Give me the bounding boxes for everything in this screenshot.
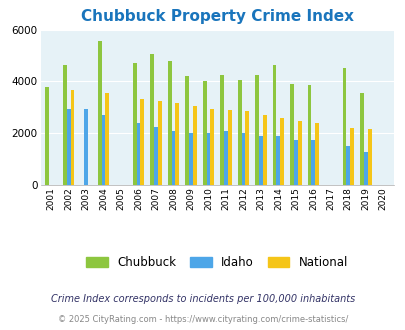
- Bar: [220, 75, 224, 185]
- Bar: [202, 82, 206, 185]
- Bar: [140, 100, 144, 185]
- Bar: [276, 136, 279, 185]
- Bar: [185, 76, 189, 185]
- Bar: [84, 109, 88, 185]
- Bar: [158, 101, 161, 185]
- Bar: [297, 121, 301, 185]
- Text: © 2025 CityRating.com - https://www.cityrating.com/crime-statistics/: © 2025 CityRating.com - https://www.city…: [58, 315, 347, 324]
- Bar: [293, 140, 297, 185]
- Bar: [307, 85, 311, 185]
- Bar: [345, 146, 350, 185]
- Bar: [66, 109, 70, 185]
- Bar: [154, 127, 158, 185]
- Bar: [350, 128, 353, 185]
- Bar: [279, 117, 284, 185]
- Bar: [189, 133, 192, 185]
- Bar: [262, 115, 266, 185]
- Bar: [272, 65, 276, 185]
- Bar: [63, 65, 66, 185]
- Bar: [254, 75, 258, 185]
- Title: Chubbuck Property Crime Index: Chubbuck Property Crime Index: [81, 9, 353, 24]
- Bar: [290, 84, 293, 185]
- Bar: [45, 86, 49, 185]
- Bar: [224, 131, 227, 185]
- Bar: [363, 152, 367, 185]
- Bar: [150, 54, 154, 185]
- Bar: [241, 133, 245, 185]
- Bar: [171, 131, 175, 185]
- Bar: [210, 109, 214, 185]
- Bar: [136, 123, 140, 185]
- Bar: [167, 61, 171, 185]
- Bar: [359, 93, 363, 185]
- Bar: [237, 80, 241, 185]
- Bar: [192, 106, 196, 185]
- Bar: [258, 136, 262, 185]
- Bar: [70, 90, 74, 185]
- Bar: [245, 111, 249, 185]
- Legend: Chubbuck, Idaho, National: Chubbuck, Idaho, National: [86, 256, 347, 269]
- Bar: [132, 63, 136, 185]
- Bar: [227, 110, 231, 185]
- Bar: [98, 41, 101, 185]
- Bar: [342, 69, 345, 185]
- Bar: [175, 103, 179, 185]
- Bar: [105, 93, 109, 185]
- Text: Crime Index corresponds to incidents per 100,000 inhabitants: Crime Index corresponds to incidents per…: [51, 294, 354, 304]
- Bar: [367, 129, 371, 185]
- Bar: [206, 133, 210, 185]
- Bar: [101, 115, 105, 185]
- Bar: [311, 140, 315, 185]
- Bar: [315, 123, 318, 185]
